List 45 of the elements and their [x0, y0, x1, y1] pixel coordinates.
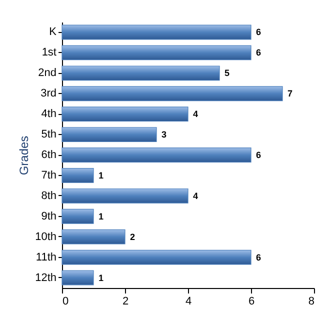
bar	[62, 127, 157, 142]
y-tick-label: 7th	[41, 169, 56, 182]
y-tick-label: 9th	[41, 210, 56, 222]
bar	[62, 106, 188, 122]
bar	[62, 250, 252, 265]
y-tick-label: 5th	[41, 128, 56, 141]
data-label: 1	[98, 170, 104, 180]
y-tick-label: 2nd	[38, 67, 56, 80]
data-label: 1	[98, 272, 104, 283]
y-tick-label: 8th	[41, 190, 56, 202]
y-tick-label: 10th	[35, 230, 56, 243]
bar	[62, 45, 252, 60]
data-label: 2	[130, 232, 136, 242]
bar	[62, 24, 252, 40]
x-tick-label: 2	[122, 296, 129, 308]
data-label: 1	[98, 211, 104, 222]
y-tick-label: 4th	[41, 108, 56, 120]
bar	[62, 168, 94, 183]
x-tick-label: 8	[308, 296, 314, 308]
bar	[62, 86, 283, 102]
data-label: 6	[256, 27, 262, 38]
x-tick-label: 0	[62, 296, 69, 308]
y-tick-label: 3rd	[40, 88, 56, 100]
data-label: 4	[193, 190, 198, 201]
data-label: 6	[256, 252, 262, 262]
bar	[62, 208, 94, 224]
y-tick-label: 6th	[41, 149, 56, 161]
y-tick-label: 1st	[42, 46, 56, 59]
y-tick-label: K	[49, 26, 58, 38]
bar	[62, 148, 252, 162]
data-label: 7	[288, 88, 293, 99]
data-label: 4	[193, 109, 198, 120]
bar	[62, 270, 94, 286]
data-label: 3	[162, 130, 167, 140]
bar	[62, 188, 188, 204]
data-label: 6	[256, 150, 262, 160]
x-tick-label: 6	[248, 296, 255, 308]
bar	[62, 229, 126, 244]
y-tick-label: 12th	[35, 272, 56, 284]
data-label: 5	[224, 68, 230, 78]
y-axis-title: Grades	[17, 136, 32, 176]
bar	[62, 66, 220, 81]
x-tick-label: 4	[185, 296, 192, 308]
y-tick-label: 11th	[36, 251, 56, 264]
data-label: 6	[256, 48, 262, 58]
